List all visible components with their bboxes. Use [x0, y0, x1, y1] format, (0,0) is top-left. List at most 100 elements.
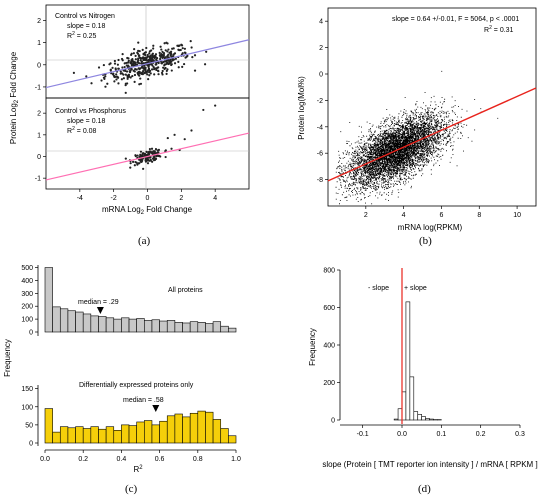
panel-a-top-point: [115, 78, 118, 81]
panel-c-top-bar: [228, 327, 237, 333]
panel-c-bottom-bar: [197, 410, 206, 444]
panel-a-top-point: [148, 70, 151, 74]
panel-c-bottom-ytick-tick-label: 50: [25, 422, 33, 429]
panel-a-top-point: [149, 54, 152, 57]
panel-a-bottom-point: [148, 147, 152, 151]
panel-a-bottom-ytick-tick-label: -1: [35, 176, 41, 183]
panel-a-top-point: [150, 59, 153, 62]
panel-a-top-point: [112, 74, 116, 77]
panel-c-top-bar: [144, 320, 153, 333]
panel-c-top-median-label: median = .29: [78, 299, 119, 306]
panel-c-top-ytick-tick-label: 100: [21, 317, 33, 324]
panel-a-top-point: [144, 70, 147, 74]
panel-a-top-point: [136, 60, 139, 63]
panel-a-bottom-point: [148, 156, 151, 159]
panel-c-top-bar: [67, 310, 76, 333]
panel-a-bottom-point: [147, 159, 150, 162]
panel-c-bottom-bar: [166, 415, 176, 444]
panel-a-bottom-point: [133, 164, 136, 167]
panel-b-xlabel: mRNA log(RPKM): [398, 223, 463, 232]
panel-c-top-bar: [59, 308, 69, 333]
panel-b-ytick-tick-label: -8: [317, 177, 323, 184]
panel-b-xticks: 2 4 6 8 10: [364, 206, 521, 219]
panel-d-bar: [409, 376, 415, 421]
panel-a-top-point: [117, 82, 120, 85]
panel-a-top-point: [172, 53, 175, 56]
panel-a-top-point: [160, 48, 163, 51]
panel-a-top-point: [158, 51, 161, 54]
panel-b-yticks: 4 2 0 -2 -4 -6 -8: [317, 19, 328, 184]
panel-a-top-point: [117, 58, 120, 62]
panel-a-top-point: [143, 51, 146, 54]
panel-b-ylabel: Protein log(Mol%): [297, 76, 306, 140]
panel-a-label: (a): [138, 235, 151, 247]
panel-a-bottom-point: [154, 148, 158, 151]
panel-a-top-point: [145, 46, 148, 50]
panel-a-bottom-point: [154, 157, 158, 161]
panel-a-top-point: [100, 79, 103, 82]
panel-c-label: (c): [125, 483, 138, 495]
panel-a-top-point: [117, 67, 120, 70]
panel-a-bottom-point: [214, 104, 217, 107]
panel-a-top-point: [130, 64, 133, 67]
panel-a-bottom-point: [135, 161, 138, 164]
panel-a-top-point: [164, 49, 167, 52]
panel-a-bottom-point: [137, 162, 140, 165]
panel-a-bottom-r2: R2 = 0.08: [67, 126, 97, 135]
panel-c-top-bar: [151, 319, 160, 333]
panel-c-bottom-bar: [136, 421, 145, 444]
panel-c-top-bar: [220, 325, 229, 333]
panel-a-top-point: [166, 62, 170, 65]
panel-c-xtick-tick-label: 1.0: [231, 456, 241, 463]
panel-a-bottom-point: [150, 147, 154, 150]
panel-a-top-point: [124, 73, 127, 76]
panel-a-top-point: [119, 70, 122, 73]
panel-a-top-point: [126, 74, 129, 77]
panel-c-bottom-bar: [90, 426, 99, 444]
panel-a-top-point: [72, 71, 75, 74]
panel-a-xtick-tick-label: 2: [179, 195, 183, 202]
panel-b-xtick-tick-label: 10: [513, 212, 521, 219]
panel-a-bottom-point: [166, 136, 169, 140]
panel-a-top-point: [205, 50, 208, 53]
panel-a-top-point: [193, 69, 197, 72]
panel-a-top-point: [184, 51, 187, 55]
panel-a-top-point: [153, 54, 156, 58]
panel-c-bottom-bar: [121, 424, 130, 444]
panel-a-top-point: [152, 44, 155, 47]
panel-a-top-point: [152, 47, 155, 50]
panel-a-bottom-point: [202, 108, 205, 112]
panel-a-top-yticks: 2 1 0 -1: [35, 18, 46, 91]
panel-c-bottom-bar: [128, 425, 137, 444]
panel-c-xtick-tick-label: 0.8: [193, 456, 203, 463]
panel-a-bottom-point: [183, 138, 186, 141]
panel-d-bar: [421, 416, 426, 421]
panel-a-top-point: [124, 84, 127, 87]
panel-a-xtick-tick-label: -2: [111, 195, 117, 202]
panel-a-top-point: [143, 64, 146, 67]
panel-d-xtick-tick-label: 0.1: [436, 431, 446, 438]
panel-c-bottom-ytick-tick-label: 150: [21, 386, 33, 393]
panel-a-xticks: -4 -2 0 2 4: [77, 189, 217, 202]
panel-d-bar: [405, 301, 411, 421]
panel-a-top-point: [146, 73, 149, 76]
panel-c-top-ytick-tick-label: 200: [21, 304, 33, 311]
panel-a-top-ytick-tick-label: 0: [37, 62, 41, 69]
panel-c-top-bar: [121, 317, 130, 333]
panel-a-top-point: [141, 66, 144, 69]
panel-a-top-point: [160, 71, 164, 75]
panel-a-top-point: [157, 73, 160, 76]
panel-a-bottom-point: [164, 155, 167, 159]
panel-a-top-point: [168, 59, 171, 63]
panel-a-top-point: [121, 53, 124, 56]
panel-a-bottom-point: [142, 167, 145, 170]
panel-c-top-yticks: 500 400 300 200 100 0: [21, 265, 38, 337]
panel-a-top-point: [151, 56, 154, 59]
panel-a-top-point: [171, 47, 174, 50]
panel-a-top-point: [146, 59, 149, 62]
panel-a-top-point: [159, 54, 162, 57]
panel-c-bottom-bar: [113, 430, 122, 444]
panel-c-bottom-bar: [44, 408, 53, 444]
panel-a-bottom-point: [124, 157, 127, 160]
panel-b-ytick-tick-label: -4: [317, 124, 323, 131]
